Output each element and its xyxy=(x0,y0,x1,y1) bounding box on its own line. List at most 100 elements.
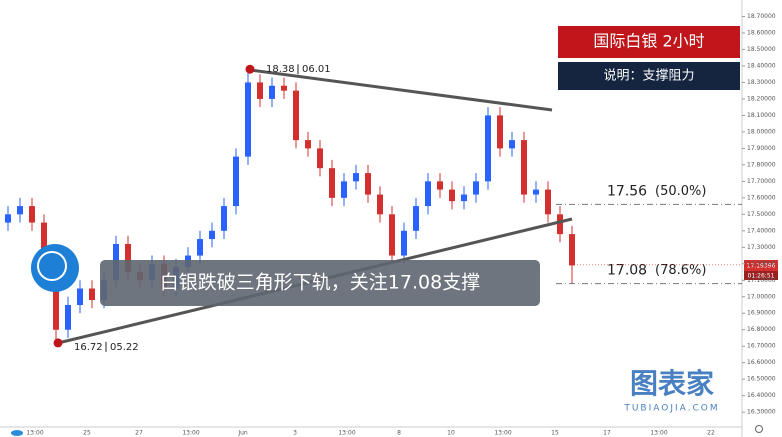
title-box xyxy=(558,26,740,58)
candle-body xyxy=(401,230,407,256)
x-tick-label: 3 xyxy=(293,430,297,437)
candle-body xyxy=(509,140,515,149)
x-tick-label: 13:00 xyxy=(338,430,355,437)
candle-body xyxy=(65,305,71,330)
candle-body xyxy=(53,263,59,330)
x-tick-label: 22 xyxy=(707,430,715,437)
candle-body xyxy=(557,214,563,235)
candle-body xyxy=(293,90,299,141)
candle-body xyxy=(389,214,395,256)
candle-body xyxy=(77,288,83,305)
x-tick-label: 13:00 xyxy=(494,430,511,437)
candle-body xyxy=(41,222,47,264)
y-tick-label: 18.60000 xyxy=(747,29,776,36)
candle-body xyxy=(329,168,335,198)
point-date: 06.01 xyxy=(302,64,331,75)
annotation-box xyxy=(100,260,540,306)
y-tick-label: 16.30000 xyxy=(747,409,776,416)
y-tick-label: 16.80000 xyxy=(747,326,776,333)
candle-body xyxy=(461,194,467,202)
level-price: 17.08 xyxy=(607,263,647,279)
y-tick-label: 17.10000 xyxy=(747,277,776,284)
y-tick-label: 16.90000 xyxy=(747,310,776,317)
y-tick-label: 18.30000 xyxy=(747,79,776,86)
point-price: 18.38 xyxy=(266,64,295,75)
candle-body xyxy=(197,239,203,256)
candle-body xyxy=(437,181,443,190)
y-tick-label: 17.80000 xyxy=(747,161,776,168)
countdown: 01:26:51 xyxy=(748,273,775,280)
point-price: 16.72 xyxy=(74,342,103,353)
candle-body xyxy=(533,189,539,195)
candle-body xyxy=(257,82,263,99)
candle-body xyxy=(5,214,11,223)
y-tick-label: 18.70000 xyxy=(747,13,776,20)
watermark-sub: TUBIAOJIA.COM xyxy=(623,404,719,414)
level-price: 17.56 xyxy=(607,183,647,199)
x-tick-label: 17 xyxy=(603,430,611,437)
candle-body xyxy=(245,82,251,157)
candle-body xyxy=(425,181,431,207)
candle-body xyxy=(125,244,131,273)
candle-body xyxy=(485,115,491,182)
y-tick-label: 18.40000 xyxy=(747,62,776,69)
candle-body xyxy=(569,234,575,266)
watermark: 图表家 xyxy=(630,367,714,400)
x-tick-label: Jun xyxy=(237,430,248,437)
chart-subtitle: 说明：支撑阻力 xyxy=(603,69,694,84)
countdown-box xyxy=(744,271,778,280)
x-tick-label: 8 xyxy=(397,430,401,437)
candle-body xyxy=(353,173,359,182)
candle-body xyxy=(473,181,479,195)
extreme-point xyxy=(53,338,63,348)
logo-icon-detail xyxy=(37,251,67,281)
candle-body xyxy=(269,85,275,99)
candle-body xyxy=(497,115,503,149)
candle-body xyxy=(221,206,227,231)
y-tick-label: 17.60000 xyxy=(747,194,776,201)
y-tick-label: 18.10000 xyxy=(747,112,776,119)
y-tick-label: 16.40000 xyxy=(747,392,776,399)
candle-body xyxy=(305,140,311,149)
candle-body xyxy=(365,173,371,195)
candle-body xyxy=(317,148,323,169)
x-tick-label: 15 xyxy=(551,430,559,437)
candle-body xyxy=(545,189,551,215)
candle-body xyxy=(413,206,419,231)
y-tick-label: 17.30000 xyxy=(747,244,776,251)
candle-body xyxy=(89,288,95,301)
candle-body xyxy=(521,140,527,195)
overlay: 18.38 06.01 16.72 05.22 17.56 (50.0%) 17.08 (78… xyxy=(53,64,742,353)
upper-trendline xyxy=(249,68,553,112)
cloud-icon[interactable] xyxy=(11,430,23,436)
y-tick-label: 17.40000 xyxy=(747,227,776,234)
candle-body xyxy=(377,194,383,215)
y-tick-label: 16.60000 xyxy=(747,359,776,366)
last-price-box xyxy=(744,260,778,271)
annotation-text: 白银跌破三角形下轨，关注17.08支撑 xyxy=(160,272,480,294)
y-tick-label: 17.70000 xyxy=(747,178,776,185)
level-label: (78.6%) xyxy=(655,263,706,278)
candle-body xyxy=(281,85,287,91)
candle-body xyxy=(341,181,347,198)
y-tick-label: 18.00000 xyxy=(747,128,776,135)
y-tick-label: 18.20000 xyxy=(747,95,776,102)
x-tick-label: 13:00 xyxy=(26,430,43,437)
y-tick-label: 16.50000 xyxy=(747,376,776,383)
point-date: 05.22 xyxy=(110,342,139,353)
y-tick-label: 18.50000 xyxy=(747,46,776,53)
candle-body xyxy=(449,189,455,202)
x-tick-label: 13:00 xyxy=(182,430,199,437)
y-tick-label: 17.50000 xyxy=(747,211,776,218)
y-tick-label: 17.90000 xyxy=(747,145,776,152)
last-price: 17.19396 xyxy=(747,263,776,270)
candle-body xyxy=(29,206,35,223)
x-tick-label: 27 xyxy=(135,430,143,437)
level-label: (50.0%) xyxy=(655,184,706,199)
candle-body xyxy=(209,230,215,240)
x-tick-label: 13:00 xyxy=(650,430,667,437)
y-tick-label: 17.20000 xyxy=(747,260,776,267)
settings-icon[interactable] xyxy=(755,425,763,433)
